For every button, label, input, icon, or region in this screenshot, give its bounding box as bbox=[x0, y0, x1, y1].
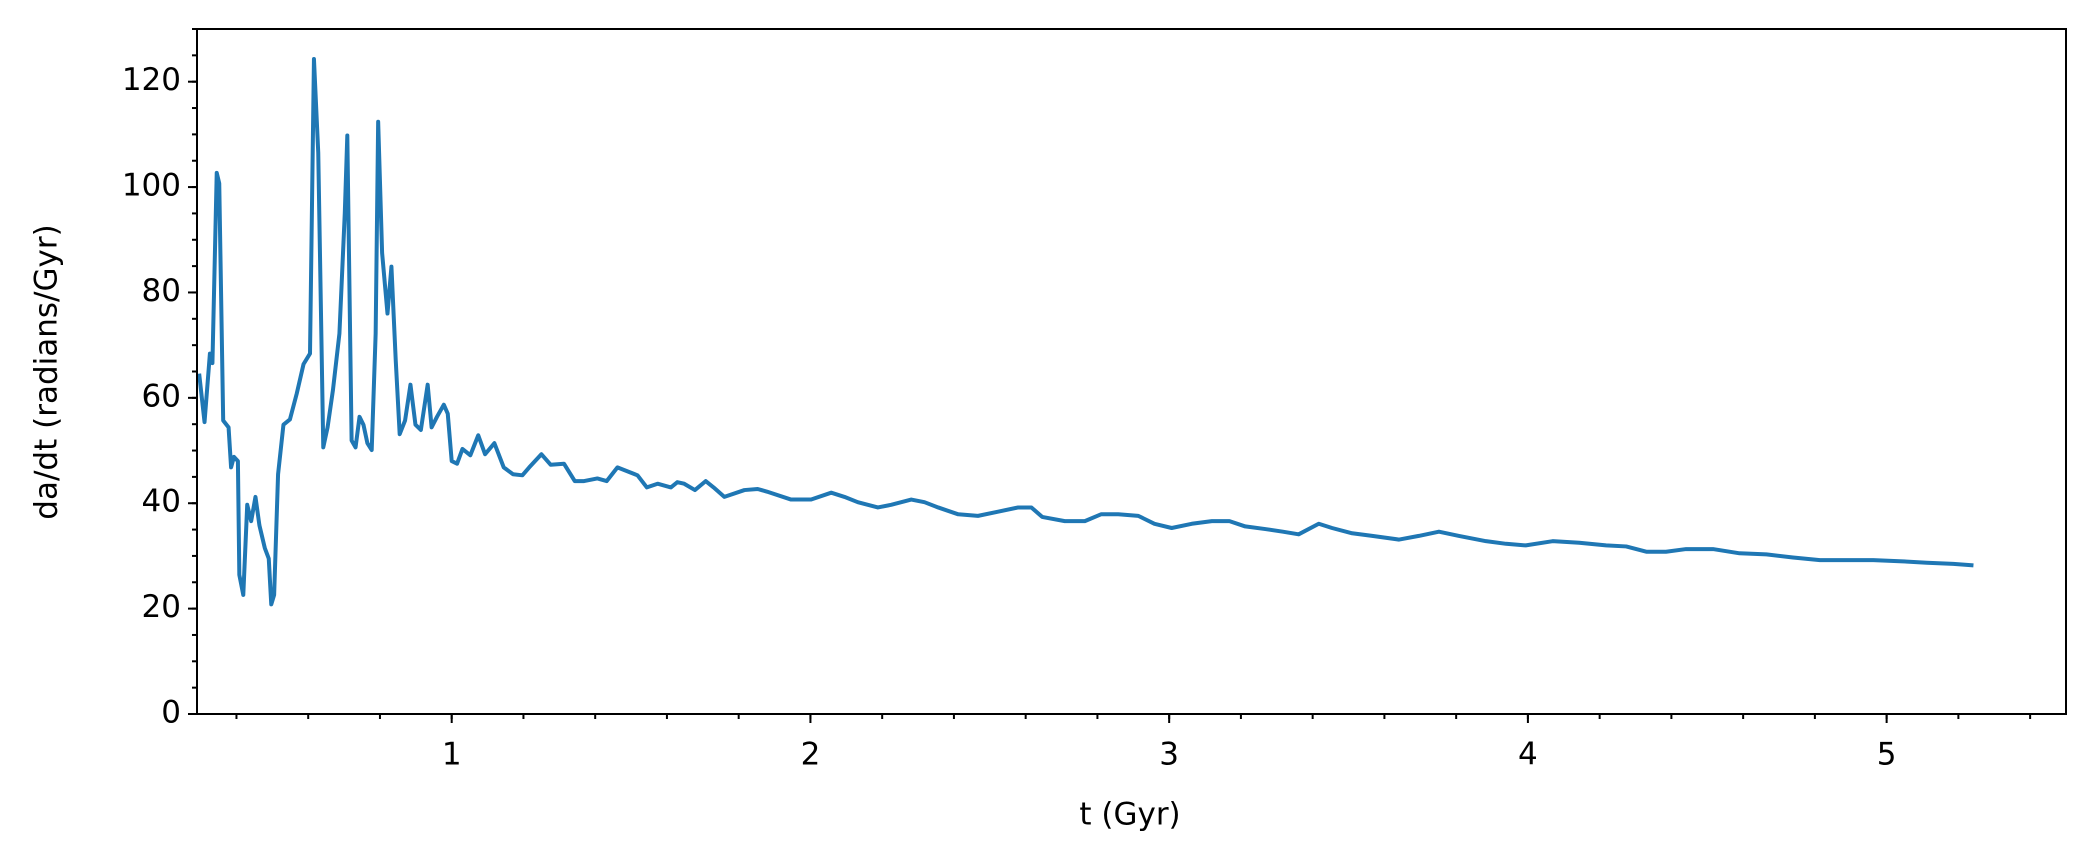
x-tick-label: 2 bbox=[801, 737, 821, 773]
plot-frame bbox=[196, 28, 2067, 715]
y-tick-label: 100 bbox=[122, 168, 181, 204]
x-axis-label: t (Gyr) bbox=[1079, 797, 1180, 833]
y-tick-label: 20 bbox=[142, 589, 181, 625]
y-tick-label: 0 bbox=[161, 695, 181, 731]
data-line bbox=[197, 57, 1974, 607]
y-tick-label: 40 bbox=[142, 484, 181, 520]
y-tick-label: 60 bbox=[142, 378, 181, 414]
x-tick-label: 1 bbox=[442, 737, 462, 773]
y-tick-label: 120 bbox=[122, 62, 181, 98]
y-tick-label: 80 bbox=[142, 273, 181, 309]
x-tick-label: 4 bbox=[1518, 737, 1538, 773]
x-tick-label: 3 bbox=[1159, 737, 1179, 773]
x-tick-label: 5 bbox=[1877, 737, 1897, 773]
y-axis-label: da/dt (radians/Gyr) bbox=[29, 224, 65, 519]
